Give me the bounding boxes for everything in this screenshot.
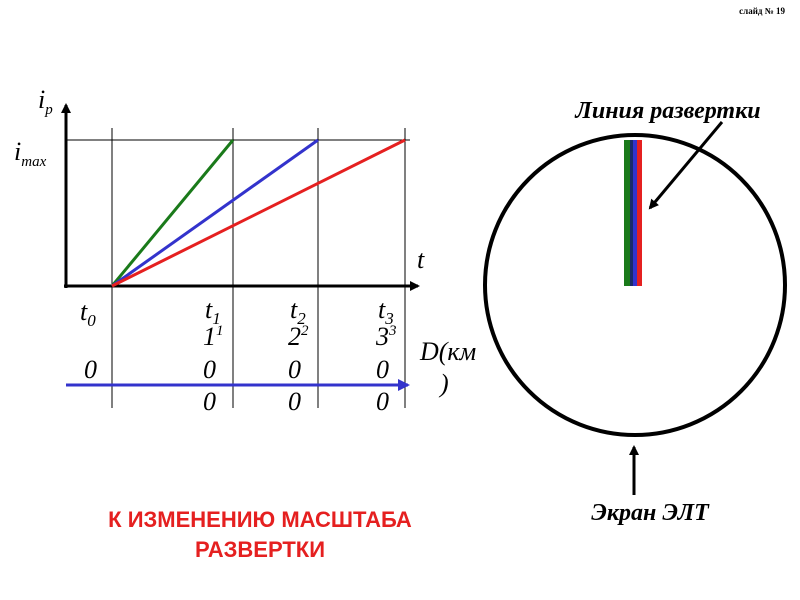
distance-label: ) xyxy=(438,369,449,398)
screen-label: Экран ЭЛТ xyxy=(591,500,710,526)
time-label: t3 xyxy=(378,295,394,328)
time-label: t2 xyxy=(290,295,306,328)
ramp-blue xyxy=(111,138,319,288)
y-axis-label: ip xyxy=(38,85,53,118)
x-axis-label: t xyxy=(417,245,425,274)
time-label: t1 xyxy=(205,295,221,328)
time-value: 0 xyxy=(203,387,216,416)
caption: РАЗВЕРТКИ xyxy=(195,537,325,562)
sweep-dark xyxy=(630,140,633,286)
pointer-arrow xyxy=(648,121,724,210)
time-value: 33 xyxy=(375,322,397,351)
distance-label: D(км xyxy=(419,337,476,366)
time-value: 22 xyxy=(288,322,309,351)
graph xyxy=(61,103,420,408)
time-label: t0 xyxy=(80,297,96,330)
ramp-red xyxy=(111,138,406,288)
time-value: 0 xyxy=(376,355,389,384)
slide-number: слайд № 19 xyxy=(739,6,785,16)
time-value: 0 xyxy=(288,355,301,384)
time-value: 11 xyxy=(203,322,224,351)
time-value: 0 xyxy=(203,355,216,384)
time-value: 0 xyxy=(376,387,389,416)
sweep-blue xyxy=(633,140,637,286)
sweep-green xyxy=(624,140,630,286)
time-labels: t0 0 t1 11 0 0 t2 22 0 0 t3 33 0 0 D(км … xyxy=(80,295,476,416)
y-max-label: imax xyxy=(14,137,47,170)
ramp-green xyxy=(110,139,235,287)
sweep-red xyxy=(637,140,642,286)
sweep-label: Линия развертки xyxy=(574,98,760,124)
crt-screen xyxy=(483,121,787,495)
caption: К ИЗМЕНЕНИЮ МАСШТАБА xyxy=(108,507,412,532)
screen-circle xyxy=(483,133,787,437)
time-value: 0 xyxy=(84,355,97,384)
time-value: 0 xyxy=(288,387,301,416)
